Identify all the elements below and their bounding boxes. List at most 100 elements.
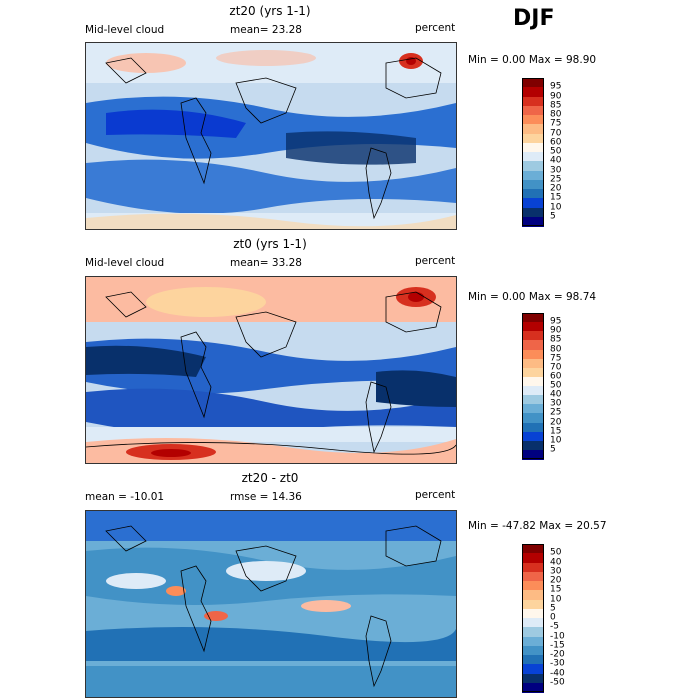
colorbar-swatch: [522, 581, 544, 591]
colorbar-tick-label: 80: [550, 109, 562, 120]
colorbar-tick-label: 30: [550, 566, 562, 577]
colorbar-tick-label: -30: [550, 658, 565, 669]
colorbar-swatch: [522, 449, 544, 460]
colorbar-tick-label: 10: [550, 202, 562, 212]
colorbar-tick-label: 75: [550, 118, 562, 129]
panel1-minmax-label: Min = 0.00 Max = 98.90: [468, 54, 597, 66]
colorbar-tick-label: 60: [550, 371, 562, 382]
colorbar-tick-label: 90: [550, 325, 562, 336]
colorbar-swatch: [522, 682, 544, 693]
colorbar-tick-label: 50: [550, 380, 562, 391]
colorbar-tick-label: 50: [550, 146, 562, 157]
colorbar-tick-label: 60: [550, 137, 562, 148]
colorbar-swatch: [522, 431, 544, 442]
colorbar-swatch: [522, 618, 544, 628]
colorbar-tick-label: 20: [550, 183, 562, 194]
colorbar-tick-label: 30: [550, 398, 562, 409]
colorbar-swatch: [522, 562, 544, 573]
colorbar-tick-label: 5: [550, 603, 556, 614]
colorbar-swatch: [522, 331, 544, 341]
colorbar-tick-label: -20: [550, 649, 565, 660]
colorbar-swatch: [522, 313, 544, 323]
colorbar-tick-label: 40: [550, 155, 562, 166]
colorbar-tick-label: 75: [550, 353, 562, 364]
panel2-units-label: percent: [415, 255, 456, 267]
colorbar-swatch: [522, 386, 544, 396]
panel3-minmax-label: Min = -47.82 Max = 20.57: [468, 520, 607, 532]
colorbar-tick-label: 5: [550, 211, 556, 222]
colorbar-swatch: [522, 404, 544, 414]
colorbar-swatch: [522, 673, 544, 684]
colorbar-tick-label: 10: [550, 435, 562, 446]
colorbar-swatch: [522, 655, 544, 665]
colorbar-tick-label: 10: [550, 594, 562, 604]
colorbar-swatch: [522, 645, 544, 656]
colorbar-swatch: [522, 322, 544, 332]
panel2-mean-label: mean= 33.28: [230, 257, 302, 269]
colorbar-swatch: [522, 571, 544, 582]
colorbar-swatch: [522, 636, 544, 647]
panel2-minmax-label: Min = 0.00 Max = 98.74: [468, 291, 597, 303]
colorbar-tick-label: 30: [550, 165, 562, 175]
colorbar-swatch: [522, 133, 544, 144]
colorbar-swatch: [522, 627, 544, 637]
colorbar-tick-label: 70: [550, 362, 562, 373]
colorbar-tick-label: 15: [550, 584, 562, 595]
colorbar-tick-label: -10: [550, 631, 565, 641]
panel1-map-plot: [86, 43, 456, 229]
colorbar-tick-label: -5: [550, 621, 559, 632]
panel3-title: zt20 - zt0: [241, 471, 299, 485]
colorbar-swatch: [522, 395, 544, 405]
panel2-map: [85, 276, 457, 464]
colorbar-tick-label: 95: [550, 316, 562, 327]
colorbar-swatch: [522, 553, 544, 563]
colorbar-swatch: [522, 440, 544, 451]
colorbar-tick-label: 15: [550, 426, 562, 437]
colorbar-swatch: [522, 179, 544, 190]
colorbar-tick-label: 95: [550, 81, 562, 92]
colorbar-swatch: [522, 340, 544, 350]
colorbar-swatch: [522, 189, 544, 199]
panel2-variable-label: Mid-level cloud: [85, 257, 165, 269]
colorbar-tick-label: 25: [550, 174, 562, 185]
colorbar-tick-label: 50: [550, 547, 562, 558]
colorbar-tick-label: 20: [550, 575, 562, 586]
colorbar-swatch: [522, 87, 544, 97]
colorbar-swatch: [522, 170, 544, 181]
colorbar-swatch: [522, 152, 544, 162]
colorbar-swatch: [522, 207, 544, 218]
colorbar-swatch: [522, 349, 544, 360]
panel2-map-plot: [86, 277, 456, 463]
colorbar-swatch: [522, 608, 544, 619]
colorbar-tick-label: 70: [550, 128, 562, 138]
colorbar-swatch: [522, 115, 544, 125]
colorbar-frame: [522, 313, 544, 459]
colorbar-swatch: [522, 358, 544, 369]
colorbar-tick-label: 20: [550, 417, 562, 427]
colorbar-tick-label: 40: [550, 389, 562, 400]
panel2-colorbar: [522, 313, 544, 460]
panel1-map: [85, 42, 457, 230]
colorbar-swatch: [522, 599, 544, 610]
colorbar-tick-label: 25: [550, 407, 562, 418]
colorbar-swatch: [522, 544, 544, 554]
panel2-title: zt0 (yrs 1-1): [233, 237, 307, 251]
colorbar-tick-label: -40: [550, 668, 565, 678]
colorbar-swatch: [522, 367, 544, 378]
colorbar-swatch: [522, 413, 544, 423]
colorbar-swatch: [522, 590, 544, 600]
colorbar-tick-label: 85: [550, 100, 562, 111]
colorbar-swatch: [522, 664, 544, 674]
colorbar-swatch: [522, 124, 544, 134]
colorbar-tick-label: 90: [550, 91, 562, 101]
colorbar-frame: [522, 78, 544, 226]
panel1-title: zt20 (yrs 1-1): [229, 4, 311, 18]
colorbar-swatch: [522, 142, 544, 153]
colorbar-swatch: [522, 96, 544, 107]
panel3-map-plot: [86, 511, 456, 697]
colorbar-swatch: [522, 105, 544, 116]
colorbar-frame: [522, 544, 544, 692]
colorbar-tick-label: -15: [550, 640, 565, 651]
colorbar-tick-label: 85: [550, 334, 562, 345]
panel1-mean-label: mean= 23.28: [230, 24, 302, 36]
